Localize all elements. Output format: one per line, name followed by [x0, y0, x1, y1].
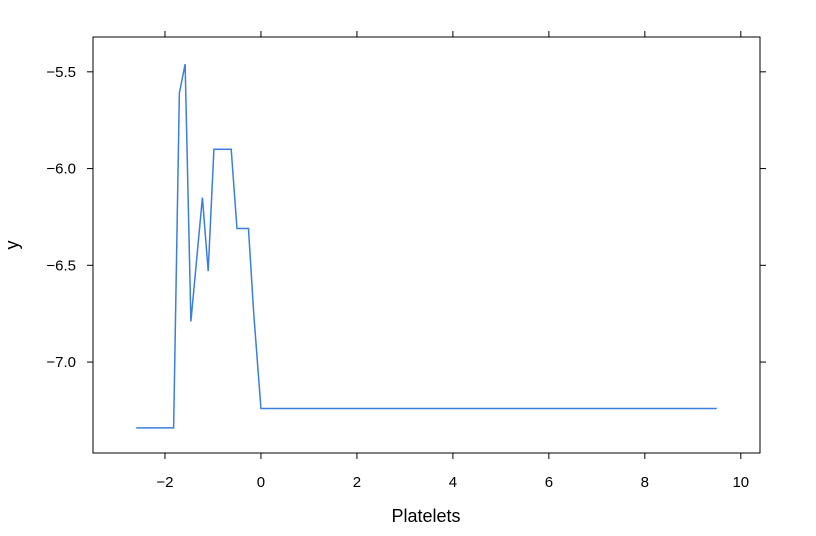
x-tick-label: 0 — [257, 474, 265, 491]
y-axis: −5.5 −6.0 −6.5 −7.0 — [46, 64, 766, 371]
y-tick-label: −7.0 — [46, 354, 76, 371]
x-tick-label: 8 — [641, 474, 649, 491]
y-tick-label: −6.0 — [46, 161, 76, 178]
x-tick-label: 10 — [732, 474, 749, 491]
x-tick-label: 6 — [545, 474, 553, 491]
x-axis-label: Platelets — [391, 506, 460, 526]
x-tick-label: −2 — [156, 474, 173, 491]
y-tick-label: −5.5 — [46, 64, 76, 81]
plot-frame — [92, 36, 761, 454]
series-line — [136, 63, 717, 429]
x-tick-label: 2 — [353, 474, 361, 491]
y-tick-label: −6.5 — [46, 257, 76, 274]
x-axis: −2 0 2 4 6 8 10 — [156, 31, 749, 491]
x-tick-label: 4 — [449, 474, 457, 491]
y-axis-label: y — [2, 241, 22, 250]
